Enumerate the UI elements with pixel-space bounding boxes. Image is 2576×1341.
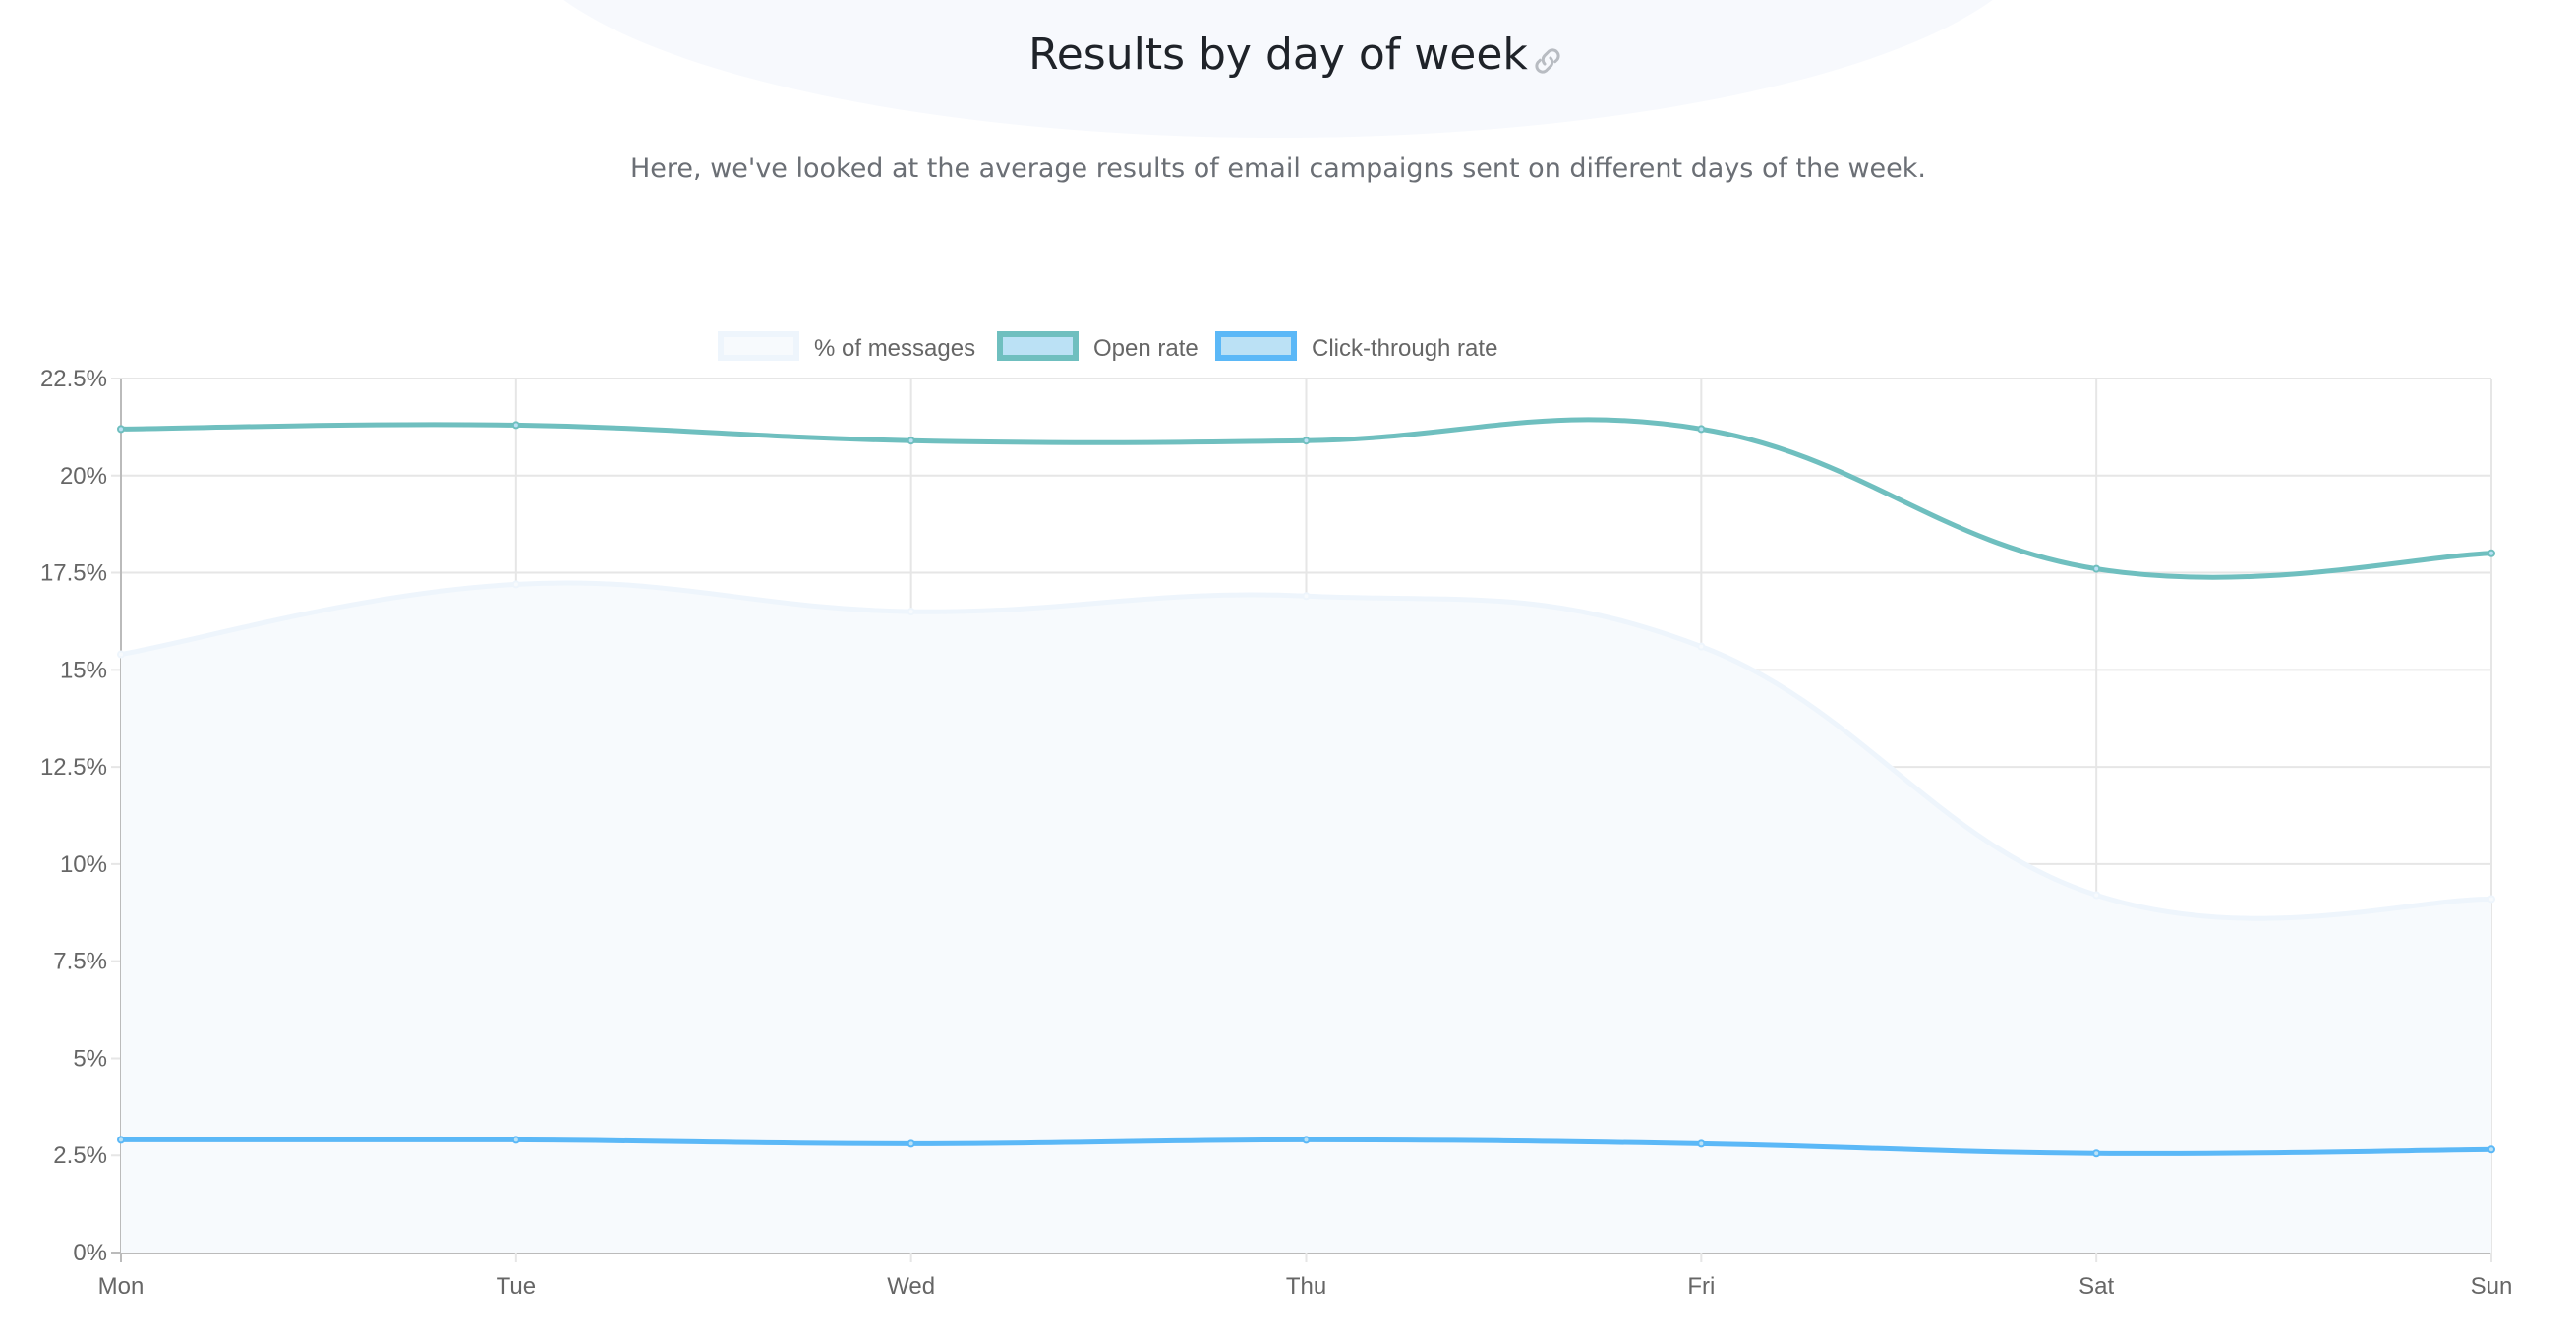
data-point (1302, 437, 1311, 445)
y-tick-label: 10% (60, 851, 107, 878)
title-row: Results by day of week (0, 29, 2576, 80)
data-point (907, 437, 915, 445)
y-tick-label: 12.5% (40, 754, 107, 781)
y-tick-label: 22.5% (40, 366, 107, 392)
y-tick-label: 0% (73, 1240, 107, 1266)
legend-label: Open rate (1093, 335, 1199, 362)
data-point (1697, 642, 1706, 651)
y-tick-label: 20% (60, 463, 107, 490)
data-point (2488, 1145, 2495, 1154)
x-tick-label: Tue (497, 1273, 536, 1300)
data-point (2092, 891, 2101, 900)
page-title: Results by day of week (1028, 29, 1528, 80)
legend-swatch (1215, 331, 1297, 361)
x-tick-label: Sat (2078, 1273, 2114, 1300)
link-icon[interactable] (1530, 43, 1565, 79)
data-point (117, 425, 125, 434)
data-point (907, 608, 915, 616)
data-point (117, 650, 125, 659)
y-tick-label: 17.5% (40, 560, 107, 587)
x-tick-label: Wed (887, 1273, 935, 1300)
data-point (907, 1139, 915, 1148)
data-point (117, 1136, 125, 1144)
data-point (2092, 1149, 2101, 1158)
x-tick-label: Sun (2471, 1273, 2513, 1300)
y-tick-label: 15% (60, 657, 107, 683)
data-point (511, 1136, 520, 1144)
data-point (511, 580, 520, 589)
y-tick-label: 2.5% (53, 1142, 107, 1169)
series-area (121, 582, 2491, 1253)
legend-label: Click-through rate (1312, 335, 1497, 362)
y-tick-label: 7.5% (53, 949, 107, 975)
y-tick-label: 5% (73, 1045, 107, 1072)
data-point (1302, 1136, 1311, 1144)
data-point (511, 421, 520, 430)
x-tick-label: Mon (98, 1273, 145, 1300)
data-point (1697, 1139, 1706, 1148)
data-point (1697, 425, 1706, 434)
data-point (2092, 564, 2101, 573)
page-subtitle: Here, we've looked at the average result… (630, 153, 1926, 184)
legend-swatch (997, 331, 1079, 361)
x-tick-label: Thu (1286, 1273, 1326, 1300)
data-point (1302, 592, 1311, 601)
x-tick-label: Fri (1687, 1273, 1715, 1300)
legend-label: % of messages (814, 335, 975, 362)
data-point (2488, 549, 2495, 557)
data-point (2488, 895, 2495, 904)
legend-swatch (718, 331, 799, 361)
